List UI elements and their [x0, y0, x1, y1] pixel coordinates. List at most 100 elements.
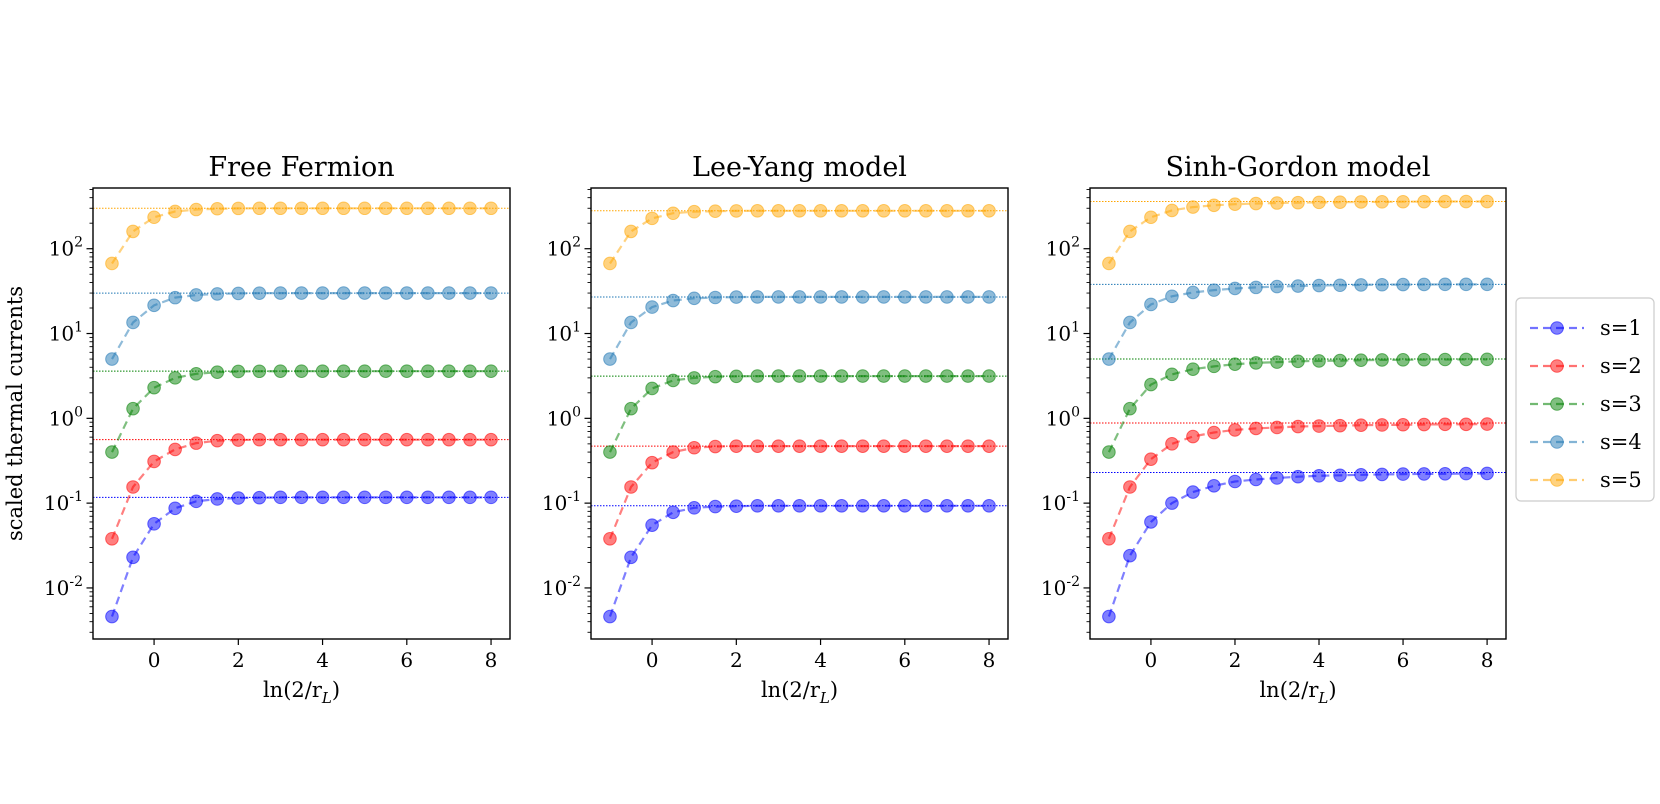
data-point — [855, 290, 870, 304]
data-point — [1207, 198, 1221, 213]
x-tick-label: 2 — [730, 648, 743, 672]
data-point — [1459, 194, 1473, 209]
data-point — [750, 203, 765, 218]
y-tick-label: 10-2 — [542, 574, 581, 600]
x-tick-label: 8 — [983, 648, 996, 672]
data-point — [1123, 224, 1137, 239]
data-point — [687, 440, 701, 455]
data-point — [210, 365, 225, 379]
data-point — [1459, 277, 1473, 292]
x-tick-label: 2 — [1229, 648, 1242, 672]
data-point — [750, 369, 765, 383]
data-point — [1375, 195, 1389, 209]
data-point — [708, 204, 723, 218]
data-point — [484, 364, 498, 378]
data-point — [1375, 418, 1389, 432]
data-point — [1228, 281, 1242, 296]
data-point — [105, 445, 119, 459]
data-point — [666, 293, 680, 308]
data-point — [961, 499, 975, 513]
data-point — [982, 439, 996, 453]
data-point — [147, 454, 161, 469]
legend-marker — [1550, 435, 1564, 449]
data-point — [666, 505, 680, 520]
data-point — [1207, 425, 1221, 440]
series-s-4 — [105, 286, 498, 366]
data-point — [273, 286, 288, 300]
data-point — [463, 364, 477, 378]
data-point — [645, 300, 659, 314]
data-point — [252, 490, 267, 505]
data-point — [210, 492, 225, 506]
data-point — [1270, 420, 1284, 435]
data-point — [624, 315, 638, 330]
data-point — [294, 364, 309, 378]
data-point — [1291, 419, 1305, 434]
data-point — [168, 442, 182, 457]
data-point — [336, 490, 351, 505]
data-point — [666, 445, 680, 459]
data-point — [898, 369, 912, 383]
data-point — [1186, 200, 1200, 214]
data-point — [1144, 377, 1158, 392]
data-point — [1102, 609, 1116, 624]
data-point — [876, 499, 891, 513]
x-tick-label: 8 — [1481, 648, 1494, 672]
data-point — [126, 224, 140, 239]
legend-box — [1515, 297, 1655, 502]
series-s-4 — [603, 290, 996, 366]
data-point — [708, 290, 723, 305]
data-point — [876, 290, 891, 304]
series-s-5 — [1102, 194, 1494, 271]
data-point — [834, 439, 849, 453]
legend-marker — [1550, 397, 1564, 411]
data-point — [603, 445, 617, 459]
data-point — [1123, 315, 1137, 330]
data-point — [624, 224, 638, 239]
x-axis-label: ln(2/rL) — [263, 678, 340, 707]
data-point — [421, 201, 435, 216]
data-point — [708, 439, 723, 454]
data-point — [1144, 297, 1158, 312]
data-point — [624, 401, 638, 416]
data-point — [645, 211, 659, 226]
data-point — [1396, 417, 1410, 432]
data-point — [378, 201, 393, 216]
data-point — [834, 203, 849, 218]
data-point — [1270, 279, 1284, 294]
data-point — [463, 432, 477, 447]
data-point — [189, 202, 203, 217]
data-point — [729, 290, 744, 304]
data-point — [231, 491, 246, 505]
data-point — [855, 203, 870, 218]
data-point — [1396, 352, 1410, 367]
series-line-s-4 — [111, 292, 491, 360]
data-point — [442, 201, 456, 216]
data-point — [315, 201, 330, 216]
data-point — [687, 291, 701, 306]
legend-label: s=1 — [1600, 316, 1642, 340]
data-point — [1333, 468, 1347, 483]
data-point — [357, 364, 372, 378]
plot-frame — [590, 187, 1009, 640]
data-point — [771, 203, 786, 218]
data-point — [252, 201, 267, 216]
series-s-3 — [603, 369, 996, 459]
data-point — [1333, 418, 1347, 433]
data-point — [147, 298, 161, 313]
data-point — [792, 439, 807, 453]
data-point — [1438, 417, 1452, 432]
data-point — [463, 201, 477, 216]
data-point — [1291, 279, 1305, 293]
y-tick-label: 10-1 — [44, 489, 83, 515]
plot-frame — [1089, 187, 1507, 640]
data-point — [273, 490, 288, 505]
data-point — [1375, 467, 1389, 482]
legend-marker — [1550, 321, 1564, 335]
data-point — [771, 369, 786, 383]
data-point — [750, 290, 765, 304]
data-point — [1186, 362, 1200, 376]
data-point — [1375, 353, 1389, 367]
data-point — [357, 432, 372, 447]
data-point — [421, 286, 435, 300]
